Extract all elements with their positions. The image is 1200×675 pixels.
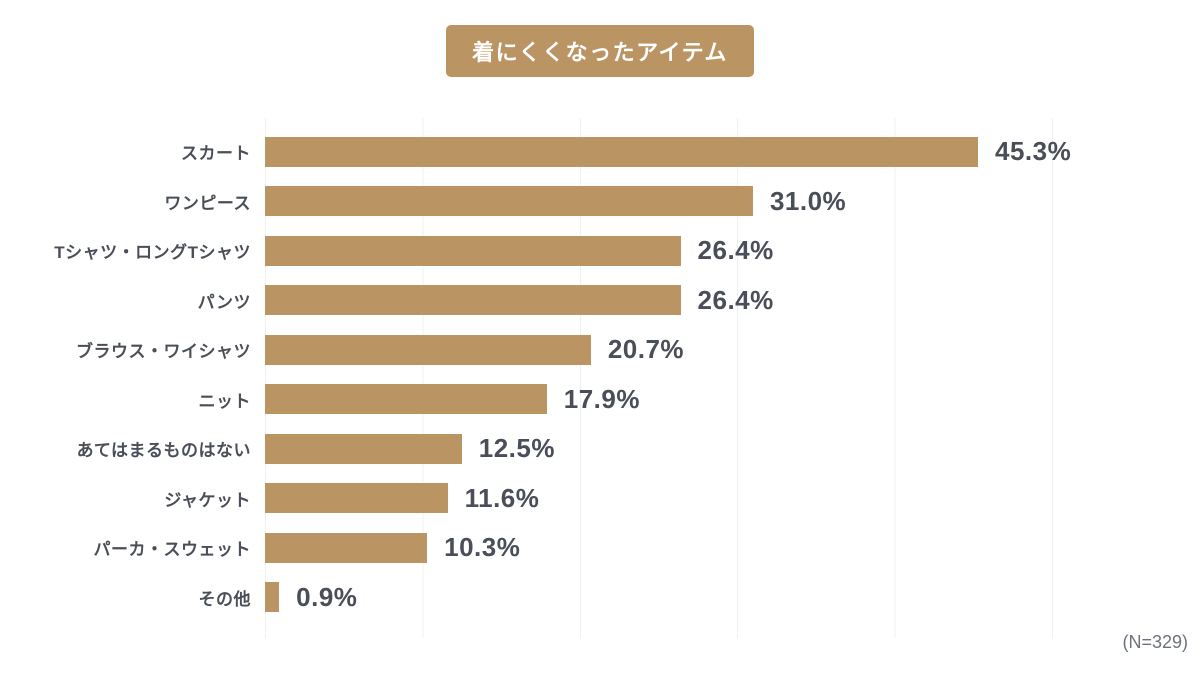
bar-value-label: 17.9% — [563, 383, 640, 414]
bar-category-label: その他 — [198, 589, 251, 609]
bar — [265, 334, 591, 365]
bar-category-label: ジャケット — [164, 490, 251, 510]
bar — [265, 532, 428, 563]
bar-value-label: 26.4% — [697, 284, 774, 315]
bar — [265, 483, 448, 514]
bar-row: ニット 17.9% — [0, 375, 1200, 425]
bar-category-label: パーカ・スウェット — [93, 540, 251, 560]
bar-value-label: 10.3% — [444, 532, 521, 563]
bar-row: あてはまるものはない 12.5% — [0, 424, 1200, 474]
bar — [265, 235, 681, 266]
bar-value-label: 20.7% — [607, 334, 685, 365]
sample-size-note: (N=329) — [1122, 632, 1188, 652]
bar — [265, 384, 547, 415]
bar-value-label: 45.3% — [995, 136, 1072, 167]
bar-value-label: 31.0% — [769, 185, 847, 216]
bar-value-label: 0.9% — [296, 581, 358, 612]
bar-track: 31.0% — [265, 185, 1200, 217]
bar-rows: スカート 45.3% ワンピース 31.0% Tシャツ・ロングTシャツ 26.4% パンツ 2… — [0, 118, 1200, 622]
bar-category-label: Tシャツ・ロングTシャツ — [54, 243, 251, 263]
chart-header: 着にくくなったアイテム — [0, 0, 1200, 77]
bar-track: 10.3% — [265, 532, 1200, 563]
bar-track: 0.9% — [265, 581, 1200, 613]
bar-track: 26.4% — [265, 235, 1200, 266]
chart-title: 着にくくなったアイテム — [446, 25, 754, 77]
bar-row: ジャケット 11.6% — [0, 474, 1200, 524]
bar — [265, 582, 280, 613]
bar-row: ブラウス・ワイシャツ 20.7% — [0, 325, 1200, 375]
bar — [265, 136, 979, 167]
bar-value-label: 26.4% — [697, 235, 774, 266]
bar-row: パーカ・スウェット 10.3% — [0, 523, 1200, 573]
bar-track: 17.9% — [265, 383, 1200, 415]
bar-value-label: 12.5% — [478, 433, 555, 464]
bar-row: スカート 45.3% — [0, 127, 1200, 177]
bar-track: 26.4% — [265, 284, 1200, 316]
bar — [265, 433, 462, 464]
bar-track: 12.5% — [265, 433, 1200, 464]
bar-value-label: 11.6% — [464, 482, 540, 513]
bar-category-label: ニット — [198, 391, 251, 411]
bar — [265, 186, 753, 217]
bar — [265, 285, 681, 316]
bar-category-label: スカート — [181, 144, 251, 164]
bar-row: Tシャツ・ロングTシャツ 26.4% — [0, 226, 1200, 276]
bar-track: 11.6% — [265, 482, 1200, 514]
bar-row: ワンピース 31.0% — [0, 177, 1200, 227]
bar-chart: スカート 45.3% ワンピース 31.0% Tシャツ・ロングTシャツ 26.4% パンツ 2… — [0, 118, 1200, 643]
bar-category-label: パンツ — [197, 292, 251, 312]
bar-category-label: ブラウス・ワイシャツ — [76, 342, 251, 362]
bar-category-label: ワンピース — [164, 193, 251, 213]
bar-row: パンツ 26.4% — [0, 276, 1200, 326]
bar-track: 20.7% — [265, 334, 1200, 365]
bar-track: 45.3% — [265, 136, 1200, 167]
bar-category-label: あてはまるものはない — [76, 441, 251, 461]
bar-row: その他 0.9% — [0, 573, 1200, 623]
